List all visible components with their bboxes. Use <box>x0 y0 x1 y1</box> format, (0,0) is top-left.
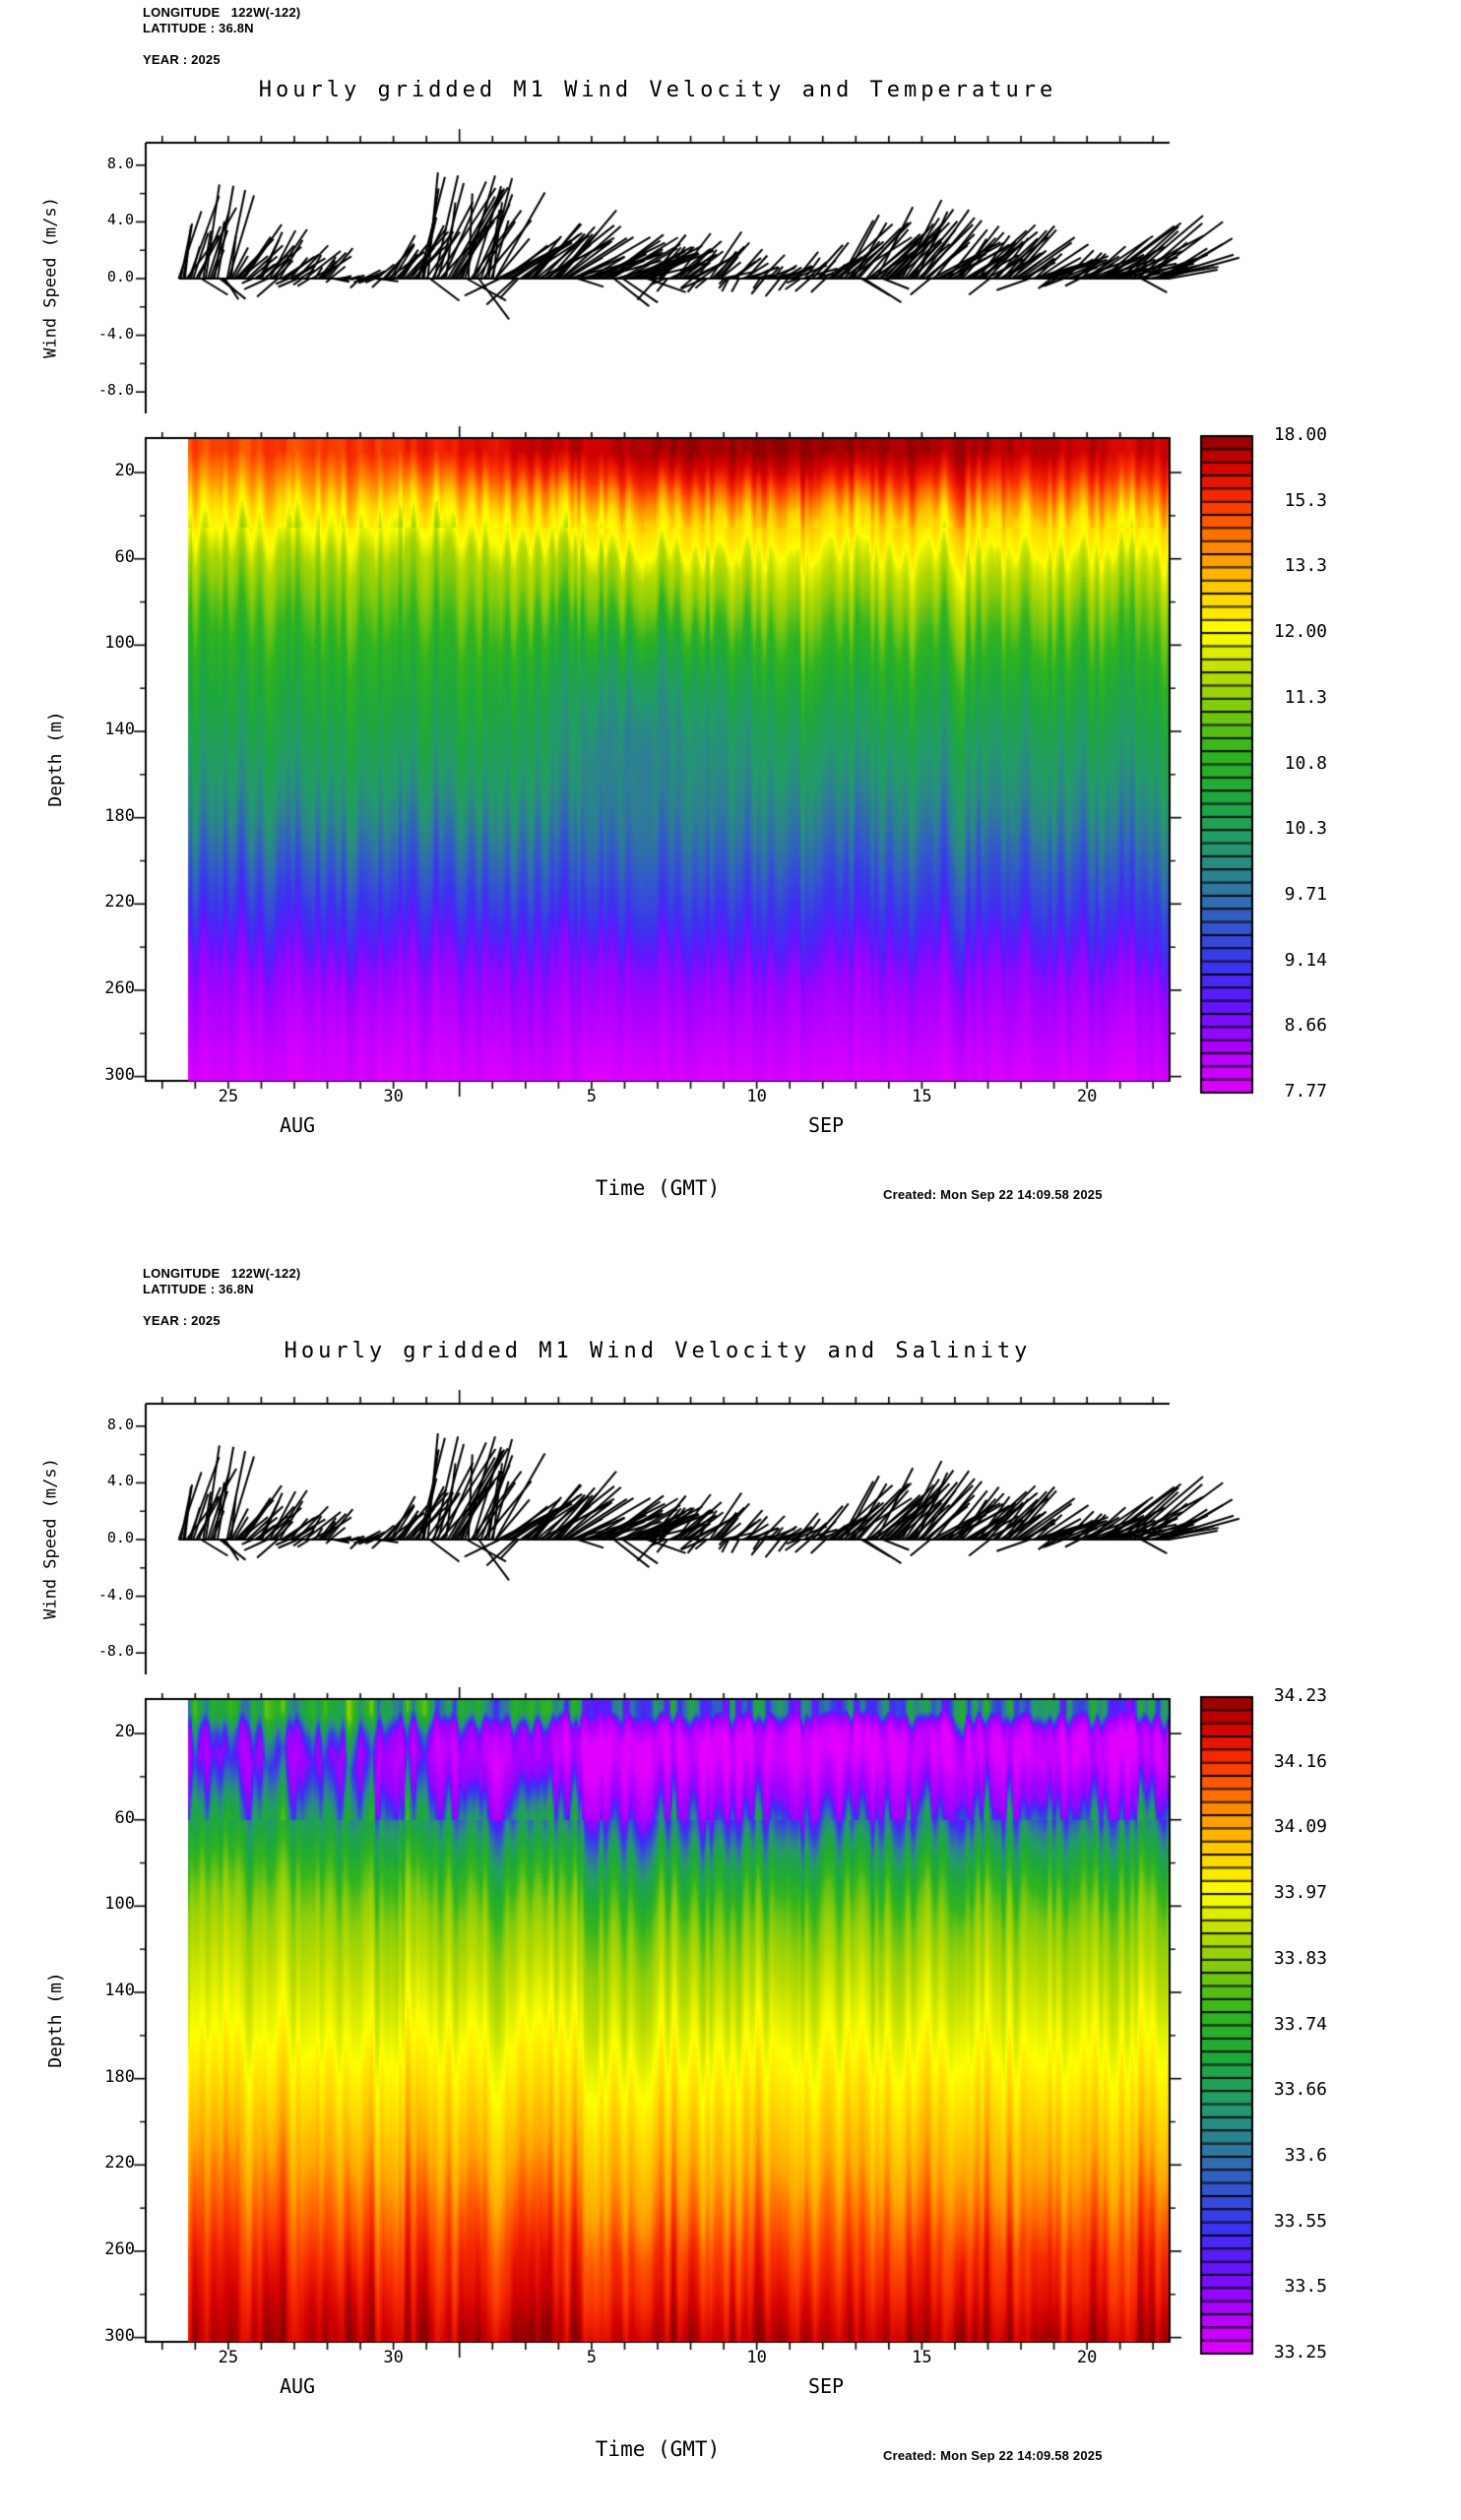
header-longitude: LONGITUDE 122W(-122) <box>143 5 301 20</box>
time-axis-label: Time (GMT) <box>595 1176 721 1200</box>
colorbar-tick-label: 33.74 <box>1273 2013 1327 2035</box>
wind-ytick-label: 0.0 <box>106 268 134 285</box>
month-label-sep: SEP <box>807 1113 845 1137</box>
x-day-label: 10 <box>746 2348 767 2367</box>
depth-axis-label: Depth (m) <box>45 1972 67 2068</box>
depth-tick-label: 180 <box>104 805 135 826</box>
colorbar-tick-label: 15.3 <box>1284 489 1327 511</box>
header-year: YEAR : 2025 <box>143 1313 221 1328</box>
colorbar-tick-label: 33.25 <box>1273 2342 1327 2362</box>
created-timestamp: Created: Mon Sep 22 14:09.58 2025 <box>883 2448 1103 2463</box>
header-longitude: LONGITUDE 122W(-122) <box>143 1266 301 1281</box>
wind-ytick-label: -4.0 <box>97 1585 134 1604</box>
x-day-label: 30 <box>383 1087 404 1106</box>
colorbar-tick-label: 34.09 <box>1273 1816 1327 1838</box>
colorbar-tick-label: 7.77 <box>1284 1081 1327 1102</box>
panel-temperature: LONGITUDE 122W(-122) LATITUDE : 36.8N YE… <box>40 5 1327 1202</box>
page-title-salinity: Hourly gridded M1 Wind Velocity and Sali… <box>284 1339 1032 1363</box>
colorbar-tick-label: 13.3 <box>1284 555 1327 577</box>
colorbar-tick-label: 9.71 <box>1284 883 1327 905</box>
wind-speed-axis-label: Wind Speed (m/s) <box>40 197 61 358</box>
x-day-label: 25 <box>218 2348 239 2367</box>
depth-tick-label: 60 <box>114 1807 135 1828</box>
depth-tick-label: 260 <box>104 2238 135 2259</box>
depth-tick-label: 140 <box>104 720 135 739</box>
wind-ytick-label: 4.0 <box>106 211 134 229</box>
wind-ytick-label: 8.0 <box>106 154 134 172</box>
depth-tick-label: 20 <box>114 461 135 481</box>
colorbar-tick-label: 8.66 <box>1284 1015 1327 1037</box>
colorbar-tick-label: 12.00 <box>1273 621 1327 643</box>
colorbar-tick-label: 33.66 <box>1273 2079 1327 2101</box>
colorbar-tick-label: 34.23 <box>1273 1685 1327 1706</box>
depth-tick-label: 220 <box>104 892 135 913</box>
colorbar-tick-label: 10.3 <box>1284 818 1327 840</box>
depth-tick-label: 60 <box>114 546 135 567</box>
header-latitude: LATITUDE : 36.8N <box>143 1282 254 1296</box>
wind-ytick-label: 8.0 <box>106 1415 134 1433</box>
depth-tick-label: 300 <box>104 2325 135 2346</box>
depth-tick-label: 180 <box>104 2066 135 2087</box>
wind-ytick-label: 0.0 <box>106 1529 134 1546</box>
x-day-label: 25 <box>218 1087 239 1106</box>
depth-tick-label: 100 <box>104 1894 135 1915</box>
colorbar-tick-label: 33.55 <box>1273 2210 1327 2232</box>
wind-ytick-label: -8.0 <box>97 381 134 400</box>
colorbar-tick-label: 10.8 <box>1284 752 1327 774</box>
month-label-sep: SEP <box>807 2374 845 2398</box>
colorbar-tick-label: 18.00 <box>1273 424 1327 445</box>
panel-salinity: LONGITUDE 122W(-122) LATITUDE : 36.8N YE… <box>0 1261 1461 2520</box>
depth-tick-label: 20 <box>114 1722 135 1742</box>
x-day-label: 20 <box>1076 1087 1098 1106</box>
wind-ytick-label: 4.0 <box>106 1472 134 1490</box>
depth-tick-label: 140 <box>104 1981 135 2000</box>
wind-ytick-label: -8.0 <box>97 1642 134 1661</box>
x-day-label: 5 <box>586 1087 598 1106</box>
colorbar-tick-label: 33.5 <box>1284 2276 1327 2298</box>
colorbar-tick-label: 33.6 <box>1284 2144 1327 2166</box>
colorbar-tick-label: 34.16 <box>1273 1750 1327 1772</box>
depth-tick-label: 300 <box>104 1064 135 1085</box>
header-latitude: LATITUDE : 36.8N <box>143 21 254 35</box>
colorbar-tick-label: 11.3 <box>1284 686 1327 708</box>
month-label-aug: AUG <box>279 2374 316 2398</box>
x-day-label: 30 <box>383 2348 404 2367</box>
x-day-label: 15 <box>912 1087 932 1106</box>
x-day-label: 15 <box>912 2348 932 2367</box>
colorbar-tick-label: 33.97 <box>1273 1882 1327 1904</box>
time-axis-label: Time (GMT) <box>595 2437 721 2461</box>
page-title-temperature: Hourly gridded M1 Wind Velocity and Temp… <box>258 78 1057 102</box>
colorbar-tick-label: 33.83 <box>1273 1947 1327 1969</box>
colorbar-tick-label: 9.14 <box>1284 949 1327 971</box>
x-day-label: 20 <box>1076 2348 1098 2367</box>
wind-ytick-label: -4.0 <box>97 324 134 343</box>
header-year: YEAR : 2025 <box>143 52 221 67</box>
depth-axis-label: Depth (m) <box>45 711 67 807</box>
x-day-label: 5 <box>586 2348 598 2367</box>
month-label-aug: AUG <box>279 1113 316 1137</box>
depth-tick-label: 260 <box>104 977 135 998</box>
x-day-label: 10 <box>746 1087 767 1106</box>
depth-tick-label: 220 <box>104 2153 135 2174</box>
created-timestamp: Created: Mon Sep 22 14:09.58 2025 <box>883 1187 1103 1202</box>
wind-speed-axis-label: Wind Speed (m/s) <box>40 1458 61 1619</box>
depth-tick-label: 100 <box>104 633 135 654</box>
